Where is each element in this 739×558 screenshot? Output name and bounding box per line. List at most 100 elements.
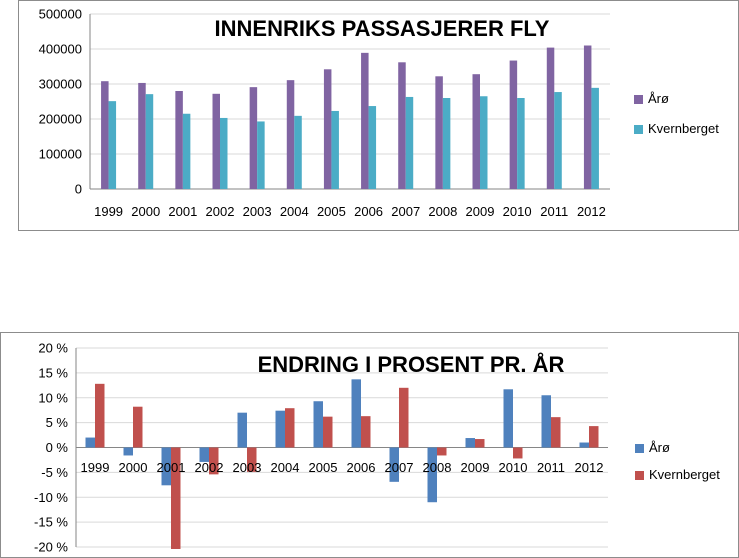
chart-1-bar-1999-s2 <box>108 101 117 189</box>
chart-1-x-tick-label: 2012 <box>577 204 606 219</box>
chart-1-x-tick-label: 2002 <box>206 204 235 219</box>
chart-1-bar-2012-s2 <box>591 87 599 189</box>
chart-1-bar-2001-s1 <box>175 91 183 189</box>
chart-2-bar-2012-s1 <box>579 442 589 448</box>
chart-1-x-tick-label: 2000 <box>131 204 160 219</box>
chart-2-y-tick-label: 10 % <box>38 390 68 405</box>
chart-2-bar-2001-s2 <box>171 447 181 549</box>
chart-2-legend-swatch <box>635 471 644 480</box>
chart-2-bar-2005-s1 <box>313 401 323 448</box>
chart-1-bar-2002-s2 <box>220 117 228 189</box>
chart-1-bar-2006-s1 <box>361 52 369 189</box>
chart-1-bar-2008-s2 <box>442 98 451 189</box>
chart-2-bar-2006-s2 <box>361 416 371 448</box>
chart-2-percent-change: 20 % 15 % 10 % 5 % 0 % -5 % -10 % -15 % -20 % 199… <box>34 341 720 555</box>
chart-1-bar-2010-s2 <box>517 98 525 189</box>
chart-2-x-tick-label: 2000 <box>119 460 148 475</box>
chart-1-legend-swatch <box>634 95 643 104</box>
chart-2-x-tick-label: 2011 <box>537 460 565 475</box>
chart-1-y-tick-label: 200000 <box>39 112 82 127</box>
chart-2-bar-2010-s2 <box>513 447 523 459</box>
chart-2-bar-2004-s2 <box>285 408 295 448</box>
chart-2-x-tick-label: 2008 <box>423 460 452 475</box>
chart-2-bar-2007-s1 <box>389 447 399 482</box>
chart-2-y-tick-label: -15 % <box>34 515 68 530</box>
chart-2-bar-2005-s2 <box>323 416 333 448</box>
chart-2-bar-1999-s1 <box>85 437 95 448</box>
chart-1-bar-2006-s2 <box>368 106 377 189</box>
chart-2-x-tick-label: 2007 <box>385 460 414 475</box>
chart-1-y-tick-label: 400000 <box>39 42 82 57</box>
chart-1-bar-2000-s2 <box>145 94 154 189</box>
chart-2-bar-2003-s2 <box>247 447 257 472</box>
chart-2-legend-swatch <box>635 444 644 453</box>
chart-1-legend-label: Kvernberget <box>648 121 719 136</box>
chart-1-x-tick-label: 1999 <box>94 204 123 219</box>
chart-1-bar-2005-s2 <box>331 110 339 189</box>
chart-2-legend-label: Årø <box>649 440 670 455</box>
chart-1-bar-2003-s1 <box>249 87 258 189</box>
chart-1-x-tick-label: 2010 <box>503 204 532 219</box>
chart-2-legend-label: Kvernberget <box>649 467 720 482</box>
chart-1-bar-2003-s2 <box>257 121 265 189</box>
chart-2-title: ENDRING I PROSENT PR. ÅR <box>258 351 565 377</box>
chart-2-x-tick-label: 2010 <box>499 460 528 475</box>
chart-1-bar-2007-s1 <box>398 62 406 189</box>
chart-1-bar-2009-s2 <box>480 96 488 189</box>
chart-1-y-tick-label: 500000 <box>39 7 82 22</box>
chart-1-legend-swatch <box>634 125 643 134</box>
chart-1-bar-1999-s1 <box>101 81 109 189</box>
chart-1-bar-2010-s1 <box>509 60 518 189</box>
chart-1-x-tick-label: 2009 <box>466 204 495 219</box>
chart-2-x-tick-label: 2009 <box>461 460 490 475</box>
chart-1-bar-2009-s1 <box>472 74 480 189</box>
chart-2-x-tick-label: 1999 <box>81 460 110 475</box>
chart-2-bar-2001-s1 <box>161 447 171 486</box>
chart-2-y-tick-label: 20 % <box>38 341 68 356</box>
chart-1-bar-2004-s2 <box>294 115 302 189</box>
chart-2-x-tick-label: 2004 <box>271 460 300 475</box>
chart-2-y-tick-label: 0 % <box>46 440 69 455</box>
chart-1-bar-2011-s2 <box>554 92 562 189</box>
chart-1-x-tick-label: 2004 <box>280 204 309 219</box>
chart-1-x-tick-label: 2008 <box>428 204 457 219</box>
chart-2-bar-2007-s2 <box>399 387 409 448</box>
chart-2-bar-2002-s2 <box>209 447 219 475</box>
chart-2-y-tick-label: -20 % <box>34 540 68 555</box>
chart-2-bar-2000-s2 <box>133 406 143 448</box>
chart-1-x-tick-label: 2006 <box>354 204 383 219</box>
chart-2-bar-2002-s1 <box>199 447 209 462</box>
chart-2-x-tick-label: 2005 <box>309 460 338 475</box>
chart-2-bar-2008-s2 <box>437 447 447 456</box>
chart-2-bar-2010-s1 <box>503 389 513 448</box>
chart-1-x-tick-label: 2005 <box>317 204 346 219</box>
chart-1-legend-label: Årø <box>648 91 669 106</box>
chart-1-bar-2000-s1 <box>138 82 146 189</box>
chart-2-x-tick-label: 2006 <box>347 460 376 475</box>
chart-2-y-tick-label: 5 % <box>46 415 69 430</box>
chart-2-bar-2011-s1 <box>541 395 551 448</box>
chart-1-y-tick-label: 0 <box>75 182 82 197</box>
chart-1-x-tick-label: 2003 <box>243 204 272 219</box>
chart-2-bar-2009-s2 <box>475 439 485 448</box>
chart-2-bar-2009-s1 <box>465 438 475 448</box>
chart-2-bar-2008-s1 <box>427 447 437 503</box>
chart-1-x-tick-label: 2007 <box>391 204 420 219</box>
chart-2-y-tick-label: 15 % <box>38 365 68 380</box>
chart-1-bar-2011-s1 <box>546 47 555 189</box>
chart-1-bar-2005-s1 <box>323 69 332 189</box>
chart-2-x-tick-label: 2012 <box>575 460 604 475</box>
chart-1-bar-2001-s2 <box>182 113 191 189</box>
chart-1-bar-2004-s1 <box>286 80 295 189</box>
chart-1-passengers: 0 100000 200000 300000 400000 500000 1999 2000 2… <box>39 7 720 220</box>
chart-1-bar-2012-s1 <box>583 45 592 189</box>
chart-1-x-tick-label: 2011 <box>540 204 568 219</box>
chart-2-bar-2006-s1 <box>351 379 361 448</box>
chart-1-y-tick-label: 100000 <box>39 147 82 162</box>
chart-2-bar-2012-s2 <box>589 426 599 448</box>
chart-2-y-tick-label: -5 % <box>41 465 68 480</box>
chart-2-x-tick-label: 2003 <box>233 460 262 475</box>
chart-1-bar-2002-s1 <box>212 93 220 189</box>
chart-2-bar-2011-s2 <box>551 417 561 448</box>
